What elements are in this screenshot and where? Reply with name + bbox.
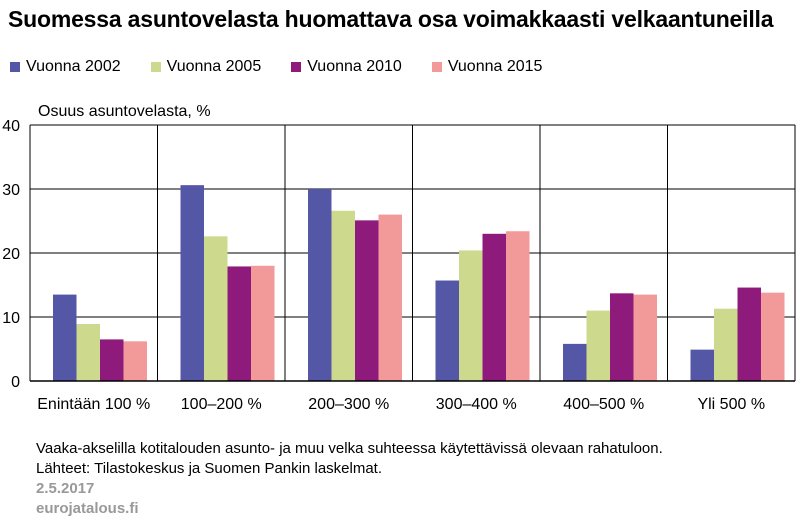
bar-3-2 (227, 266, 251, 381)
legend-swatch (291, 62, 302, 72)
legend-label: Vuonna 2010 (307, 58, 402, 75)
legend-label: Vuonna 2002 (26, 58, 121, 75)
legend-item-4: Vuonna 2015 (431, 58, 543, 76)
legend: Vuonna 2002 Vuonna 2005 Vuonna 2010 Vuonna … (10, 58, 572, 76)
bar-3-3 (355, 220, 379, 381)
legend-swatch (10, 62, 20, 72)
y-tick-label: 20 (2, 246, 20, 263)
x-tick-label: Yli 500 % (697, 396, 765, 413)
bar-3-1 (100, 339, 124, 381)
site-name: eurojatalous.fi (36, 500, 139, 517)
legend-swatch (150, 62, 161, 72)
bar-3-5 (610, 293, 634, 381)
bar-2-6 (714, 308, 738, 381)
bar-1-4 (435, 280, 459, 381)
sources-note: Lähteet: Tilastokeskus ja Suomen Pankin … (36, 460, 383, 477)
y-axis-label: Osuus asuntovelasta, % (38, 103, 211, 120)
legend-item-1: Vuonna 2002 (10, 58, 121, 76)
y-tick-label: 30 (2, 182, 20, 199)
bar-2-4 (459, 250, 483, 381)
bar-2-1 (76, 324, 100, 381)
chart-title: Suomessa asuntovelasta huomattava osa vo… (8, 6, 774, 32)
bar-4-3 (378, 214, 402, 381)
bar-2-5 (586, 310, 610, 381)
bar-4-6 (761, 292, 785, 381)
x-tick-label: 100–200 % (181, 396, 262, 413)
bar-1-2 (180, 185, 204, 381)
publication-date: 2.5.2017 (36, 480, 95, 497)
bar-4-2 (251, 265, 275, 381)
legend-label: Vuonna 2015 (447, 58, 543, 75)
y-tick-label: 10 (2, 310, 20, 327)
bar-chart: 0 10 20 30 40 Enintään 100 % 100–200 % 200–300 … (2, 118, 796, 413)
bar-2-2 (204, 236, 228, 381)
bar-3-4 (482, 233, 506, 381)
bar-4-1 (123, 341, 147, 381)
bar-1-3 (308, 189, 332, 381)
bar-1-6 (690, 349, 714, 381)
y-tick-label: 0 (11, 374, 20, 391)
x-tick-label: Enintään 100 % (37, 396, 150, 413)
x-tick-label: 200–300 % (308, 396, 389, 413)
bar-1-5 (563, 343, 587, 381)
legend-item-3: Vuonna 2010 (291, 58, 402, 76)
legend-item-2: Vuonna 2005 (150, 58, 262, 76)
bar-3-6 (737, 287, 761, 381)
bar-4-5 (633, 294, 657, 381)
y-tick-label: 40 (2, 118, 20, 135)
x-tick-label: 400–500 % (563, 396, 644, 413)
x-tick-label: 300–400 % (436, 396, 517, 413)
bar-1-1 (53, 294, 77, 381)
legend-label: Vuonna 2005 (166, 58, 262, 75)
bar-2-3 (331, 210, 355, 381)
axis-explanation-note: Vaaka-akselilla kotitalouden asunto- ja … (36, 440, 663, 457)
bar-4-4 (506, 231, 530, 381)
legend-swatch (431, 62, 442, 72)
